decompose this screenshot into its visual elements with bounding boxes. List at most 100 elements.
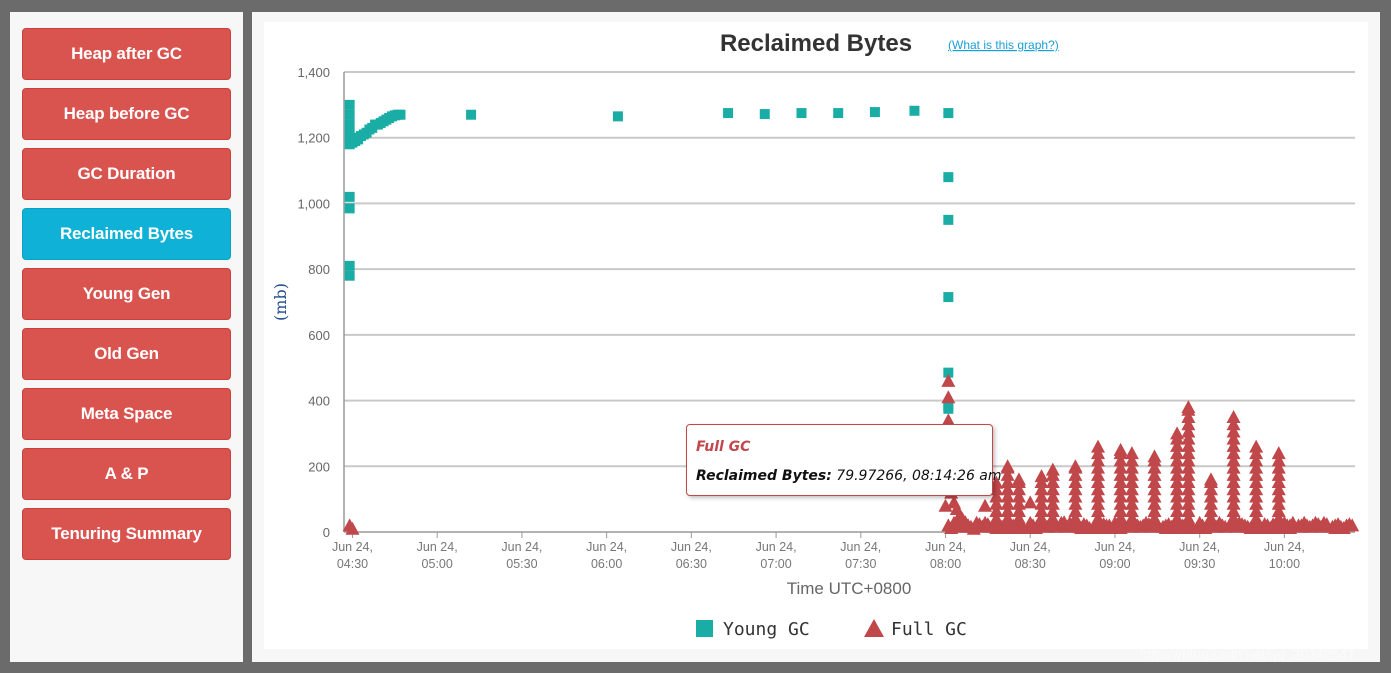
full-gc-point xyxy=(1181,438,1196,452)
full-gc-point xyxy=(1000,460,1015,474)
x-tick-label: 08:30 xyxy=(1015,557,1046,571)
x-tick-label: Jun 24, xyxy=(925,540,966,554)
full-gc-point xyxy=(1271,453,1286,467)
x-tick-label: Jun 24, xyxy=(417,540,458,554)
nav-button-a-p[interactable]: A & P xyxy=(22,448,231,500)
young-gc-point xyxy=(612,111,623,122)
x-tick-label: Jun 24, xyxy=(1179,540,1220,554)
x-tick-label: 07:30 xyxy=(845,557,876,571)
full-gc-point xyxy=(1181,511,1196,525)
nav-button-young-gen[interactable]: Young Gen xyxy=(22,268,231,320)
full-gc-point xyxy=(1249,439,1264,453)
full-gc-point xyxy=(1226,482,1241,496)
young-gc-point xyxy=(466,109,477,120)
help-link[interactable]: (What is this graph?) xyxy=(948,38,1059,52)
full-gc-point xyxy=(1181,467,1196,481)
chart-title: Reclaimed Bytes xyxy=(720,30,912,57)
full-gc-point xyxy=(1226,511,1241,525)
full-gc-point xyxy=(1170,496,1185,510)
young-gc-point xyxy=(723,108,734,119)
nav-button-reclaimed-bytes[interactable]: Reclaimed Bytes xyxy=(22,208,231,260)
full-gc-point xyxy=(1147,453,1162,467)
nav-button-gc-duration[interactable]: GC Duration xyxy=(22,148,231,200)
tooltip-key: Reclaimed Bytes: xyxy=(696,468,832,484)
full-gc-point xyxy=(1170,482,1185,496)
nav-button-tenuring-summary[interactable]: Tenuring Summary xyxy=(22,508,231,560)
young-gc-point xyxy=(796,108,807,119)
full-gc-point xyxy=(1124,503,1139,517)
nav-button-old-gen[interactable]: Old Gen xyxy=(22,328,231,380)
x-tick-label: Jun 24, xyxy=(1010,540,1051,554)
full-gc-point xyxy=(1249,467,1264,481)
full-gc-point xyxy=(1181,453,1196,467)
nav-button-heap-after-gc[interactable]: Heap after GC xyxy=(22,28,231,80)
y-tick-label: 1,000 xyxy=(297,196,330,211)
full-gc-point xyxy=(1271,518,1286,532)
full-gc-point xyxy=(1091,453,1106,467)
x-tick-label: 06:00 xyxy=(591,557,622,571)
full-gc-point xyxy=(1113,496,1128,510)
young-gc-point xyxy=(344,99,355,110)
full-gc-point xyxy=(1091,518,1106,532)
full-gc-point xyxy=(1226,460,1241,474)
watermark: https://blog.csdn.net/qq_20340547 xyxy=(1140,646,1355,662)
full-gc-point xyxy=(1181,482,1196,496)
full-gc-point xyxy=(1181,417,1196,431)
full-gc-point xyxy=(1226,431,1241,445)
young-gc-point xyxy=(943,292,954,303)
tooltip-value: 79.97266, 08:14:26 am xyxy=(836,468,1002,484)
full-gc-point xyxy=(1226,453,1241,467)
full-gc-point xyxy=(1091,460,1106,474)
full-gc-point xyxy=(1011,489,1026,503)
full-gc-point xyxy=(1147,460,1162,474)
full-gc-point xyxy=(1271,446,1286,460)
full-gc-point xyxy=(1091,439,1106,453)
nav-button-meta-space[interactable]: Meta Space xyxy=(22,388,231,440)
full-gc-point xyxy=(1091,503,1106,517)
full-gc-point xyxy=(1034,518,1049,532)
x-tick-label: Jun 24, xyxy=(586,540,627,554)
full-gc-point xyxy=(1226,475,1241,489)
young-gc-point xyxy=(943,403,954,414)
nav-button-heap-before-gc[interactable]: Heap before GC xyxy=(22,88,231,140)
full-gc-point xyxy=(345,521,360,535)
full-gc-point xyxy=(1113,460,1128,474)
full-gc-point xyxy=(1091,475,1106,489)
full-gc-point xyxy=(1068,496,1083,510)
full-gc-point xyxy=(941,390,956,404)
legend-full-gc-label: Full GC xyxy=(891,619,967,640)
legend-young-gc-swatch xyxy=(696,620,713,637)
full-gc-point xyxy=(1091,482,1106,496)
full-gc-point xyxy=(1170,438,1185,452)
full-gc-point xyxy=(1034,475,1049,489)
full-gc-point xyxy=(1226,518,1241,532)
full-gc-point xyxy=(1068,475,1083,489)
full-gc-point xyxy=(1147,467,1162,481)
full-gc-point xyxy=(1124,460,1139,474)
young-gc-point xyxy=(344,109,355,120)
x-tick-label: Jun 24, xyxy=(840,540,881,554)
y-tick-label: 0 xyxy=(323,525,330,540)
full-gc-point xyxy=(1000,503,1015,517)
full-gc-point xyxy=(1000,496,1015,510)
full-gc-point xyxy=(1113,475,1128,489)
full-gc-point xyxy=(1181,496,1196,510)
y-tick-label: 600 xyxy=(308,328,330,343)
full-gc-point xyxy=(1034,511,1049,525)
full-gc-point xyxy=(989,518,1004,532)
full-gc-point xyxy=(1181,489,1196,503)
full-gc-point xyxy=(1000,482,1015,496)
full-gc-point xyxy=(1068,489,1083,503)
full-gc-point xyxy=(1249,475,1264,489)
full-gc-point xyxy=(1034,482,1049,496)
full-gc-point xyxy=(1226,446,1241,460)
full-gc-point xyxy=(1203,511,1218,525)
y-tick-label: 400 xyxy=(308,394,330,409)
full-gc-point xyxy=(1170,511,1185,525)
full-gc-point xyxy=(1226,438,1241,452)
full-gc-point xyxy=(1045,489,1060,503)
full-gc-point xyxy=(1203,482,1218,496)
full-gc-point xyxy=(1000,511,1015,525)
y-tick-label: 800 xyxy=(308,262,330,277)
full-gc-point xyxy=(1113,467,1128,481)
